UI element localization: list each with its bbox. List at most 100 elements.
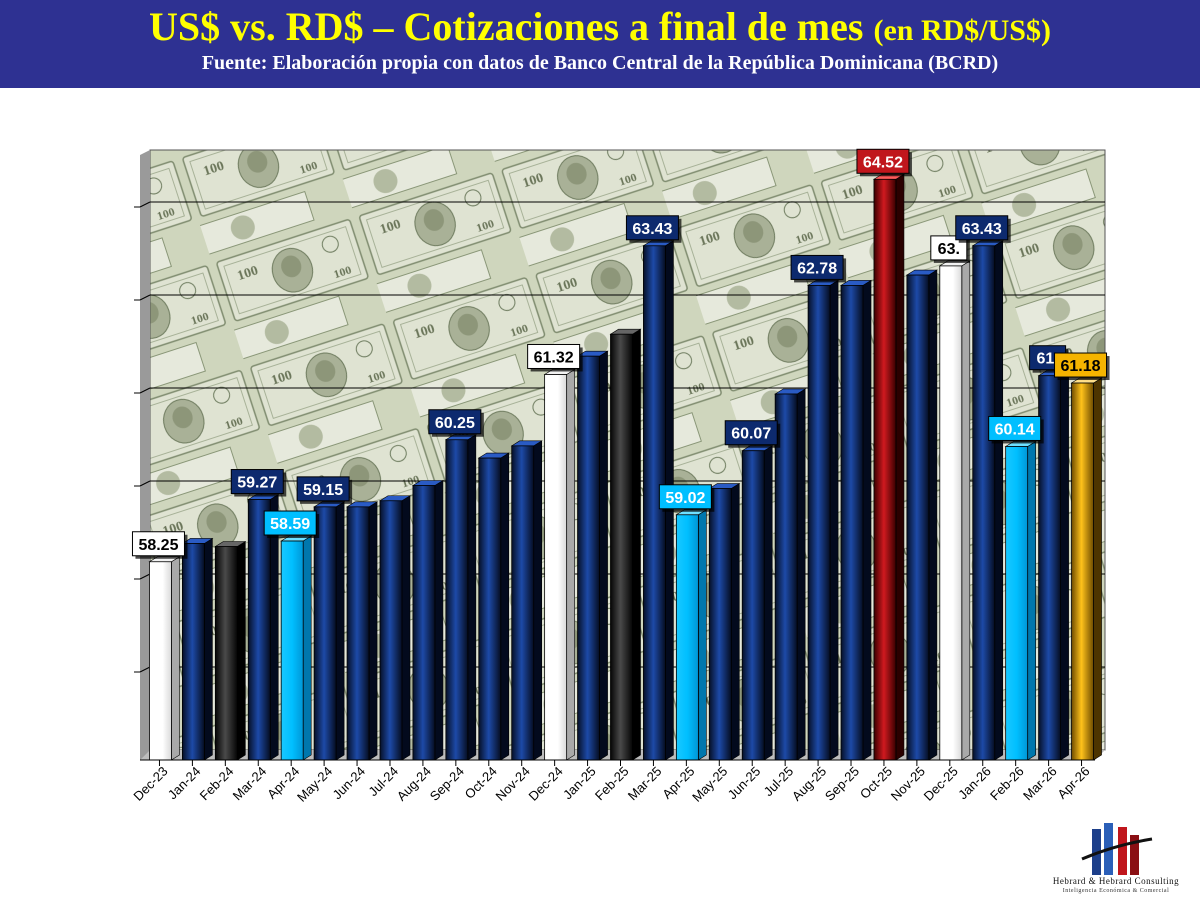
data-label-box: [527, 343, 581, 369]
bar: [280, 540, 304, 761]
bar: [478, 457, 502, 761]
title-main: US$ vs. RD$ – Cotizaciones a final de me…: [149, 4, 864, 49]
data-label: 64.52: [863, 154, 903, 171]
bar-side: [335, 501, 345, 761]
x-tick-labels: Dec-23Jan-24Feb-24Mar-24Apr-24May-24Jun-…: [130, 759, 1095, 805]
data-label: 60.07: [731, 426, 771, 443]
bar-side: [401, 495, 411, 761]
x-tick-label: Feb-25: [592, 764, 632, 804]
bar-side: [1060, 370, 1069, 761]
data-label: 61.: [1036, 351, 1058, 368]
data-label: 58.59: [270, 516, 310, 533]
x-tick-label: Dec-24: [526, 764, 566, 804]
data-label: 59.27: [237, 475, 277, 492]
x-tick-label: Jan-24: [165, 764, 204, 803]
x-tick-label: Sep-25: [822, 764, 862, 804]
bar-side: [302, 535, 312, 761]
bar-side: [961, 260, 971, 761]
x-tick-label: Jun-24: [329, 764, 368, 803]
bar-side: [204, 537, 213, 761]
data-label-box: [131, 531, 185, 557]
data-label-box: [230, 469, 284, 495]
bar-side: [368, 501, 378, 761]
x-tick-label: Aug-24: [394, 764, 434, 804]
bar: [412, 485, 436, 761]
bar-side: [632, 328, 641, 761]
data-label: 63.: [938, 241, 960, 258]
header-banner: US$ vs. RD$ – Cotizaciones a final de me…: [0, 0, 1200, 88]
bar-side: [1093, 377, 1102, 761]
data-label: 61.18: [1061, 358, 1101, 375]
bar: [149, 561, 172, 761]
title-unit: (en RD$/US$): [873, 14, 1051, 47]
x-tick-label: May-24: [294, 764, 335, 805]
bar: [972, 245, 996, 761]
data-label: 60.14: [995, 421, 1035, 438]
data-label-box: [263, 510, 317, 536]
x-tick-label: Dec-23: [130, 764, 170, 804]
data-label: 58.25: [138, 537, 178, 554]
company-logo: [1081, 823, 1153, 875]
data-label-box: [296, 476, 350, 502]
bar-side: [237, 540, 246, 761]
bar: [1005, 446, 1029, 761]
data-label-box: [955, 215, 1009, 241]
bar: [445, 439, 469, 761]
bar-side: [500, 452, 510, 761]
x-tick-label: Mar-24: [230, 764, 270, 804]
bar: [247, 499, 271, 761]
bar-side: [829, 279, 839, 761]
gridline-diag: [139, 201, 151, 208]
bar-series: [148, 173, 1103, 761]
bar: [1071, 382, 1094, 761]
bar: [675, 514, 699, 761]
bar-side: [467, 434, 477, 761]
bar-side: [994, 240, 1004, 761]
chart-source: Fuente: Elaboración propia con datos de …: [201, 52, 999, 74]
bar-side: [1027, 440, 1036, 761]
bar-side: [730, 483, 740, 761]
bar-side: [796, 388, 806, 761]
bar: [774, 393, 798, 761]
x-tick-label: Aug-25: [789, 764, 829, 804]
data-label: 62.78: [797, 260, 837, 277]
data-label: 59.15: [303, 482, 343, 499]
x-tick-label: Mar-25: [625, 764, 665, 804]
gridline-diag: [139, 480, 151, 487]
data-label-box: [658, 484, 712, 510]
gridline-diag: [139, 666, 151, 673]
x-tick-label: Nov-25: [888, 764, 928, 804]
bar: [181, 543, 205, 761]
gridline-diag: [139, 573, 151, 580]
bar: [906, 274, 930, 761]
logo-tagline: Inteligencia Económica & Comercial: [1062, 888, 1170, 894]
bar-side: [895, 173, 905, 761]
bar: [807, 285, 831, 761]
bar-side: [698, 509, 707, 761]
bar: [873, 178, 897, 761]
x-tick-label: Nov-24: [493, 764, 533, 804]
data-label-box: [1054, 352, 1108, 378]
bar-side: [599, 350, 608, 761]
x-tick-label: Apr-26: [1054, 764, 1092, 802]
bar: [313, 506, 337, 761]
bar: [939, 265, 963, 761]
logo-company-name: Hebrard & Hebrard Consulting: [1052, 876, 1180, 886]
data-label-box: [428, 409, 482, 435]
bar-side: [928, 269, 938, 761]
x-tick-label: Feb-26: [987, 764, 1027, 804]
bar: [577, 355, 600, 761]
x-tick-label: Jan-26: [955, 764, 994, 803]
data-labels: 58.25 59.27 58.59 59.15 60.25 61.32 63.43 59.02…: [131, 148, 1110, 559]
bar: [741, 450, 765, 761]
bar: [708, 488, 732, 761]
x-tick-label: Mar-26: [1020, 764, 1060, 804]
bar: [346, 506, 370, 761]
gridline-diag: [139, 294, 151, 301]
x-tick-label: Jan-25: [560, 764, 599, 803]
x-tick-label: May-25: [689, 764, 730, 805]
x-tick-label: Sep-24: [427, 764, 467, 804]
x-tick-label: Jun-25: [725, 764, 764, 803]
bar: [544, 374, 568, 761]
chart-title: US$ vs. RD$ – Cotizaciones a final de me…: [0, 4, 1200, 54]
